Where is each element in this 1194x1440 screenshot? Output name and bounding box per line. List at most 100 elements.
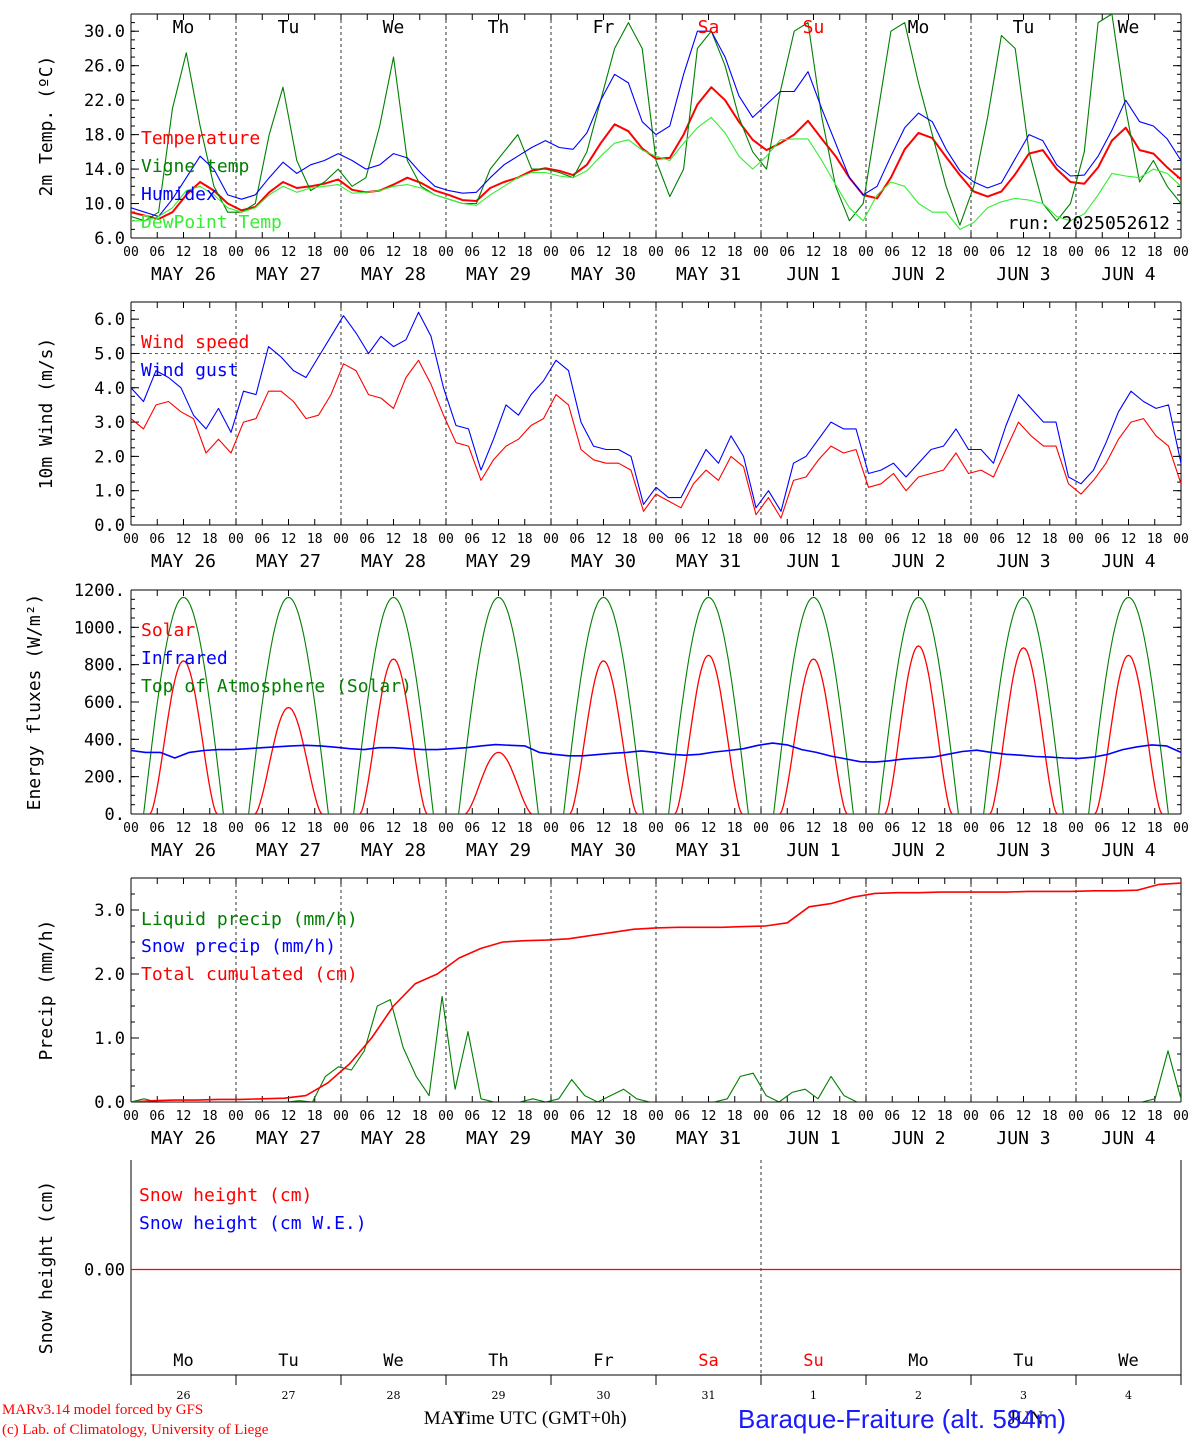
plot-area [131, 14, 1181, 230]
hour-tick-label: 06 [884, 821, 900, 836]
hour-tick-label: 00 [648, 245, 664, 260]
date-label: MAY 29 [466, 264, 531, 285]
panel-1: 00 06 12 18 00 06 12 18 00 06 12 18 00 06 12 18 00 06 12 18… [36, 301, 1189, 572]
hour-tick-label: 06 [674, 821, 690, 836]
y-axis-label: 2m Temp. (ºC) [36, 56, 57, 197]
y-tick-label: 4.0 [94, 379, 125, 399]
hour-tick-label: 00 [1173, 1109, 1189, 1124]
date-label: MAY 27 [256, 264, 321, 285]
hour-tick-label: 18 [1042, 245, 1058, 260]
hour-tick-label: 06 [779, 1109, 795, 1124]
hour-tick-label: 06 [674, 532, 690, 547]
hour-tick-label: 18 [937, 532, 953, 547]
hour-tick-label: 00 [333, 245, 349, 260]
hour-tick-label: 00 [228, 821, 244, 836]
day-name: Su [803, 1351, 823, 1371]
legend-vigne-temp: Vigne temp [141, 156, 249, 177]
hour-tick-label: 00 [438, 821, 454, 836]
y-tick-label: 2.0 [94, 965, 125, 985]
hour-tick-label: 06 [149, 821, 165, 836]
hour-tick-label: 18 [727, 1109, 743, 1124]
hour-tick-label: 00 [753, 245, 769, 260]
date-label: MAY 31 [676, 1128, 741, 1149]
day-name-top: Tu [278, 17, 300, 38]
hour-tick-label: 18 [517, 532, 533, 547]
hour-tick-label: 12 [701, 821, 717, 836]
series-line-total-cumulated-(cm) [131, 882, 1181, 1102]
date-label: JUN 2 [891, 264, 945, 285]
hour-tick-label: 06 [359, 821, 375, 836]
hour-tick-label: 00 [1173, 821, 1189, 836]
hour-tick-label: 18 [727, 821, 743, 836]
hour-tick-label: 18 [307, 1109, 323, 1124]
hour-tick-label: 12 [1121, 821, 1137, 836]
hour-tick-label: 12 [491, 821, 507, 836]
hour-tick-label: 18 [937, 821, 953, 836]
hour-tick-label: 00 [1068, 1109, 1084, 1124]
hour-tick-label: 06 [149, 245, 165, 260]
plot-area [131, 311, 1181, 519]
hour-tick-label: 12 [176, 532, 192, 547]
series-line-infrared [131, 742, 1181, 763]
credit-line-1: MARv3.14 model forced by GFS [2, 1402, 203, 1418]
date-label: MAY 29 [466, 1128, 531, 1149]
series-line-vigne-temp [131, 14, 1181, 226]
day-name: We [1118, 1351, 1138, 1371]
hour-tick-label: 18 [307, 245, 323, 260]
hour-tick-label: 00 [1173, 245, 1189, 260]
hour-tick-label: 00 [858, 245, 874, 260]
hour-tick-label: 00 [123, 245, 139, 260]
y-tick-label: 14.0 [84, 160, 125, 180]
day-name-top: Fr [593, 17, 615, 38]
y-axis-label: 10m Wind (m/s) [36, 338, 57, 490]
y-tick-label: 30.0 [84, 22, 125, 42]
y-tick-label: 2.0 [94, 447, 125, 467]
day-number: 4 [1125, 1389, 1132, 1402]
legend-humidex: Humidex [141, 184, 217, 205]
hour-tick-label: 06 [359, 245, 375, 260]
hour-tick-label: 06 [989, 821, 1005, 836]
hour-tick-label: 12 [596, 821, 612, 836]
hour-tick-label: 18 [517, 821, 533, 836]
date-label: JUN 3 [996, 1128, 1050, 1149]
y-tick-label: 6.0 [94, 310, 125, 330]
day-number: 29 [492, 1389, 506, 1402]
y-axis-label: Energy fluxes (W/m²) [24, 594, 45, 811]
hour-tick-label: 06 [779, 532, 795, 547]
legend-wind-speed: Wind speed [141, 332, 249, 353]
hour-tick-label: 12 [1121, 1109, 1137, 1124]
hour-tick-label: 00 [228, 532, 244, 547]
day-name-top: Tu [1013, 17, 1035, 38]
hour-tick-label: 18 [1147, 821, 1163, 836]
hour-tick-label: 12 [911, 1109, 927, 1124]
y-tick-label: 3.0 [94, 901, 125, 921]
y-tick-label: 600. [84, 693, 125, 713]
y-tick-label: 400. [84, 730, 125, 750]
day-name: Tu [1013, 1351, 1033, 1371]
date-label: MAY 29 [466, 840, 531, 861]
legend-temperature: Temperature [141, 128, 260, 149]
date-label: MAY 26 [151, 840, 216, 861]
date-label: MAY 28 [361, 264, 426, 285]
hour-tick-label: 06 [779, 245, 795, 260]
hour-tick-label: 18 [1042, 821, 1058, 836]
plot-area [131, 596, 1181, 814]
y-tick-label: 1.0 [94, 1029, 125, 1049]
date-label: JUN 1 [786, 264, 840, 285]
hour-tick-label: 18 [202, 821, 218, 836]
hour-tick-label: 18 [937, 1109, 953, 1124]
hour-tick-label: 18 [937, 245, 953, 260]
hour-tick-label: 06 [464, 1109, 480, 1124]
date-label: JUN 3 [996, 264, 1050, 285]
hour-tick-label: 12 [281, 1109, 297, 1124]
hour-tick-label: 18 [1042, 532, 1058, 547]
hour-tick-label: 06 [1094, 245, 1110, 260]
hour-tick-label: 06 [149, 532, 165, 547]
hour-tick-label: 12 [911, 245, 927, 260]
day-number: 31 [702, 1389, 716, 1402]
date-label: MAY 26 [151, 551, 216, 572]
hour-tick-label: 12 [806, 1109, 822, 1124]
legend-snow-height-cm-: Snow height (cm) [139, 1185, 312, 1206]
hour-tick-label: 00 [228, 245, 244, 260]
hour-tick-label: 12 [386, 532, 402, 547]
